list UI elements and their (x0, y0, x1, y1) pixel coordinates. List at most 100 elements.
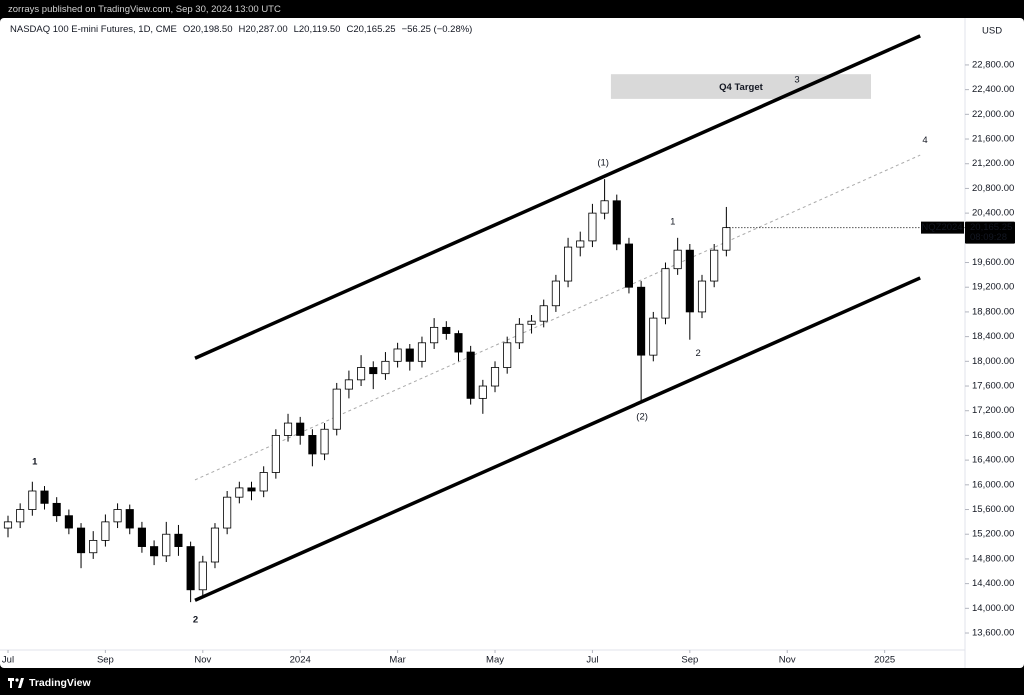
candle-body (186, 546, 195, 591)
candle-body (685, 249, 694, 313)
y-tick-label: 18,400.00 (972, 331, 1014, 342)
y-tick-label: 16,000.00 (972, 479, 1014, 490)
candle-body (405, 348, 414, 362)
candle-body (454, 333, 463, 353)
candle-body (40, 490, 49, 504)
candle-body (697, 280, 707, 313)
legend: NASDAQ 100 E-mini Futures, 1D, CME O20,1… (10, 24, 472, 35)
wave-label: 1 (32, 456, 38, 467)
x-tick-label: Jul (2, 655, 14, 666)
x-tick-label: Mar (389, 655, 405, 666)
candle-body (612, 200, 621, 245)
ohlc-value: L20,119.50 (293, 24, 341, 35)
candle-body (649, 317, 658, 356)
x-tick-label: Nov (779, 655, 796, 666)
candle-body (125, 509, 134, 529)
candle-body (101, 521, 110, 541)
x-tick-label: 2025 (874, 655, 895, 666)
logo (8, 678, 24, 688)
candle-body (661, 268, 670, 319)
candle-body (271, 435, 280, 473)
candle-body (539, 305, 548, 322)
y-tick-label: 19,200.00 (972, 282, 1014, 293)
y-tick-label: 21,200.00 (972, 158, 1014, 169)
y-tick-label: 15,600.00 (972, 504, 1014, 515)
candle-body (673, 249, 682, 270)
y-tick-label: 16,800.00 (972, 430, 1014, 441)
wave-label: (1) (597, 158, 609, 169)
candle-body (283, 422, 293, 436)
wave-label: (2) (636, 411, 648, 422)
ohlc-value: O20,198.50 (182, 24, 233, 35)
candle-body (466, 351, 475, 399)
candle-body (64, 515, 73, 529)
candle-body (417, 342, 427, 362)
y-tick-label: 22,000.00 (972, 109, 1014, 120)
y-tick-label: 16,400.00 (972, 455, 1014, 466)
candle-body (551, 280, 560, 307)
y-tick-label: 17,200.00 (972, 405, 1014, 416)
publisher-line: zorrays published on TradingView.com, Se… (8, 4, 281, 15)
candle-body (174, 533, 183, 547)
y-tick-label: 13,600.00 (972, 628, 1014, 639)
trend-line (194, 276, 921, 602)
x-tick-label: Nov (194, 655, 211, 666)
candle-body (442, 326, 451, 334)
candle-body (430, 326, 439, 344)
candle-body (503, 342, 512, 368)
wave-label: 2 (695, 348, 700, 359)
candle-body (296, 422, 305, 436)
candle-body (527, 320, 536, 325)
y-tick-label: 22,400.00 (972, 84, 1014, 95)
y-tick-label: 15,200.00 (972, 529, 1014, 540)
y-tick-label: 14,800.00 (972, 553, 1014, 564)
candle-body (344, 379, 353, 390)
candle-body (210, 527, 220, 563)
wave-label: 3 (794, 74, 799, 85)
candle-body (381, 360, 390, 375)
last-price-box (965, 221, 1015, 244)
candle-body (198, 561, 207, 591)
candle-body (52, 502, 61, 517)
brand: TradingView (29, 677, 91, 689)
candle-body (393, 348, 402, 362)
candle-body (137, 527, 146, 547)
y-tick-label: 17,600.00 (972, 381, 1014, 392)
footer: TradingView (8, 677, 91, 689)
candle-body (637, 286, 646, 356)
wave-label: 1 (670, 216, 675, 227)
candle-body (259, 472, 268, 492)
candle-body (357, 367, 366, 381)
candle-body (247, 487, 256, 492)
y-tick-label: 14,000.00 (972, 603, 1014, 614)
y-tick-label: 20,400.00 (972, 208, 1014, 219)
candle-body (16, 509, 25, 523)
y-tick-label: 19,600.00 (972, 257, 1014, 268)
ohlc-value: H20,287.00 (238, 24, 288, 35)
x-tick-label: May (486, 655, 504, 666)
currency: USD (982, 26, 1002, 37)
symbol-label: NQZ2024 (921, 222, 962, 233)
candle-body (369, 367, 378, 375)
symbol-title: NASDAQ 100 E-mini Futures, 1D, CME (10, 24, 177, 35)
chart-panel (0, 18, 1024, 668)
wave-label: 2 (193, 615, 198, 626)
candle-body (332, 388, 341, 430)
target-label: Q4 Target (719, 82, 763, 93)
candle-body (490, 367, 500, 387)
candle-body (722, 227, 731, 251)
wave-label: 4 (922, 135, 927, 146)
candle-body (235, 487, 244, 498)
candle-body (515, 323, 524, 344)
candle-body (320, 428, 329, 455)
candle-body (588, 212, 597, 242)
candle-body (76, 527, 86, 554)
ohlc-change: −56.25 (−0.28%) (401, 24, 473, 35)
candle-body (28, 490, 37, 510)
candle-body (624, 243, 634, 288)
candle-body (600, 200, 609, 214)
candle-body (150, 546, 159, 557)
symbol-box (921, 221, 964, 234)
candle-body (113, 509, 122, 523)
